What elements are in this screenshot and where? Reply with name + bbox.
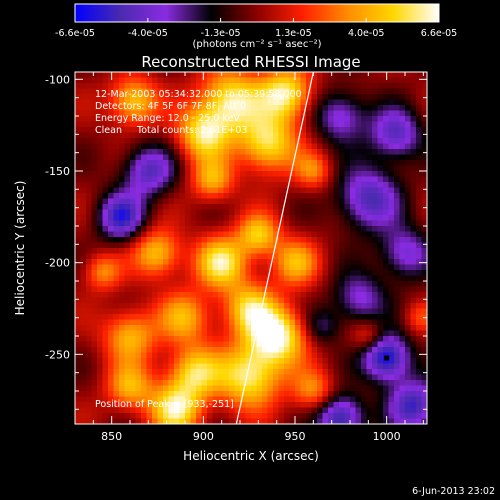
colorbar-tick-label: 4.0e-05 (348, 28, 384, 39)
x-axis-label: Heliocentric X (arcsec) (183, 449, 319, 463)
plot-frame (74, 71, 428, 425)
info-line-clean: Clean Total counts: 2.61E+03 (95, 125, 247, 136)
x-tick-label: 850 (101, 430, 122, 443)
info-line-detectors: Detectors: 4F 5F 6F 7F 8F, Att 0 (95, 101, 246, 112)
chart-title: Reconstructed RHESSI Image (141, 53, 360, 71)
footer-timestamp: 6-Jun-2013 23:02 (412, 486, 495, 497)
colorbar-tick-label: -1.3e-05 (201, 28, 241, 39)
peak-label: Position of Peak = [933,-251] (95, 399, 234, 410)
colorbar (74, 3, 440, 23)
x-tick-label: 1000 (373, 430, 401, 443)
solar-limb-line (235, 72, 314, 424)
info-line-energy: Energy Range: 12.0 - 25.0 keV (95, 113, 240, 124)
info-line-time: 12-Mar-2003 05:34:32.000 to 05:39:58.000 (95, 89, 302, 100)
y-tick-label: -100 (45, 73, 70, 86)
colorbar-units: (photons cm⁻² s⁻¹ asec⁻²) (192, 39, 321, 50)
y-tick-label: -250 (45, 348, 70, 361)
y-tick-label: -150 (45, 165, 70, 178)
axis-ticks: 850 900 950 1000 -100 -150 -200 -250 (45, 72, 427, 443)
x-tick-label: 950 (285, 430, 306, 443)
y-axis-label: Heliocentric Y (arcsec) (13, 181, 27, 316)
heatmap-image (75, 72, 427, 424)
colorbar-ticks: -6.6e-05 -4.0e-05 -1.3e-05 1.3e-05 4.0e-05 6.… (55, 18, 457, 39)
x-tick-label: 900 (193, 430, 214, 443)
colorbar-tick-label: 6.6e-05 (421, 28, 457, 39)
info-block: 12-Mar-2003 05:34:32.000 to 05:39:58.000… (95, 89, 302, 136)
colorbar-tick-label: 1.3e-05 (275, 28, 311, 39)
colorbar-tick-label: -4.0e-05 (128, 28, 168, 39)
y-tick-label: -200 (45, 257, 70, 270)
colorbar-tick-label: -6.6e-05 (55, 28, 95, 39)
min-marker (384, 355, 390, 361)
